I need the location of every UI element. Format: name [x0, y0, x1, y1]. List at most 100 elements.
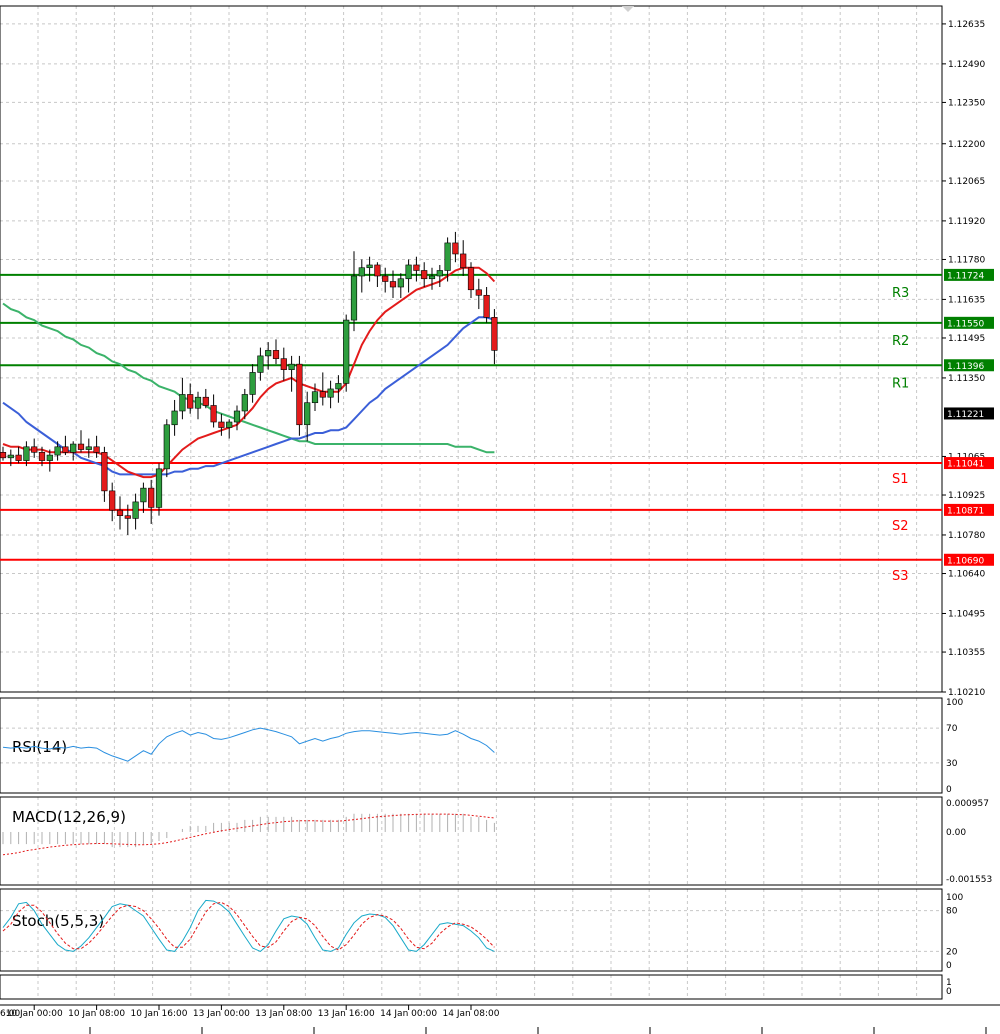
candle-body	[116, 509, 124, 516]
candle	[428, 267, 436, 290]
level-price-tag	[944, 553, 994, 566]
macd-label: MACD(12,26,9)	[12, 808, 126, 826]
candle-body	[350, 275, 358, 321]
candle-body	[374, 264, 381, 277]
candle-body	[140, 487, 147, 503]
y-tick-label: 1.10210	[948, 688, 985, 698]
candle	[187, 383, 194, 414]
candle-body	[382, 275, 389, 282]
pane-frame	[0, 5, 943, 693]
stoch-level-label: 80	[946, 907, 958, 917]
rsi-level-label: 30	[946, 759, 958, 769]
x-tick-label: 13 Jan 00:00	[193, 1009, 250, 1019]
x-tick-label: 6:00	[0, 1009, 20, 1019]
ma-slow-line	[2, 302, 495, 454]
candle-body	[296, 363, 303, 426]
candle	[257, 347, 264, 381]
candle-body	[444, 242, 451, 271]
candle-body	[413, 264, 420, 271]
candle	[124, 504, 131, 535]
shift-marker-icon[interactable]	[622, 6, 634, 12]
rsi-line	[2, 727, 495, 762]
y-tick-label: 1.11920	[948, 217, 985, 227]
candle	[93, 435, 100, 458]
level-price-tag	[944, 268, 994, 281]
candle	[109, 482, 116, 522]
candle-body	[436, 270, 443, 277]
candle-body	[179, 394, 186, 412]
candle-body	[257, 355, 264, 373]
candle	[226, 419, 233, 439]
macd-pane[interactable]: MACD(12,26,9)	[2, 808, 495, 856]
candle	[280, 347, 287, 381]
pane-frame	[0, 796, 943, 886]
candle-body	[319, 391, 326, 398]
y-tick-label: 1.10640	[948, 570, 985, 580]
candle-body	[109, 490, 116, 511]
candle	[366, 256, 373, 282]
candle-body	[241, 394, 248, 412]
stoch-pane[interactable]: Stoch(5,5,3)	[2, 899, 495, 952]
candle	[194, 391, 202, 420]
candle-body	[187, 394, 194, 409]
level-price-label: 1.10690	[947, 556, 984, 566]
candle	[249, 364, 256, 403]
candlesticks	[0, 231, 498, 535]
candle-body	[38, 452, 46, 461]
y-tick-label: 1.11350	[948, 374, 985, 384]
macd-level-label: 0.00	[946, 828, 966, 838]
level-price-tag	[944, 359, 994, 372]
level-price-label: 1.11724	[947, 271, 984, 281]
candle	[272, 339, 280, 365]
ma-mid-line	[2, 316, 495, 476]
level-price-tag	[944, 316, 994, 329]
candle	[77, 430, 85, 453]
level-price-label: 1.10871	[947, 506, 984, 516]
stoch-main-line	[2, 899, 495, 952]
candle	[132, 493, 139, 530]
candle-body	[85, 446, 92, 450]
y-tick-label: 1.11780	[948, 255, 985, 265]
y-tick-label: 1.10925	[948, 491, 985, 501]
candle-body	[7, 454, 14, 459]
candle-body	[226, 421, 233, 428]
candle-body	[327, 388, 334, 398]
candle	[311, 383, 319, 411]
y-tick-label: 1.10780	[948, 531, 985, 541]
candle	[0, 446, 7, 461]
candle-body	[272, 350, 280, 359]
candle	[15, 446, 22, 464]
candle-body	[124, 515, 131, 519]
candle-body	[311, 391, 319, 404]
candle	[148, 479, 155, 524]
candle	[155, 463, 163, 516]
candle-body	[46, 454, 53, 461]
level-price-tag	[944, 503, 994, 516]
candle-body	[397, 278, 404, 288]
candle	[54, 441, 61, 461]
candle	[140, 482, 147, 513]
candle-body	[358, 267, 365, 277]
candle-body	[23, 446, 30, 461]
rsi-level-label: 0	[946, 785, 952, 795]
candle-body	[132, 501, 139, 519]
candle	[171, 399, 178, 436]
candle	[374, 262, 381, 288]
stoch-level-label: 0	[946, 961, 952, 971]
candle	[296, 355, 303, 436]
y-tick-label: 1.12200	[948, 140, 985, 150]
grid-lines	[0, 6, 942, 999]
macd-level-label: 0.000957	[946, 799, 989, 809]
candle	[335, 375, 342, 403]
candle	[265, 342, 272, 370]
candle-body	[343, 319, 350, 384]
candle	[46, 449, 53, 472]
price-pane[interactable]: R3 R2 R1 S1 S2 S3	[0, 231, 942, 584]
rsi-pane[interactable]: RSI(14)	[2, 727, 495, 762]
macd-level-label: -0.001553	[946, 875, 992, 885]
y-tick-label: 1.11495	[948, 334, 985, 344]
candle-body	[265, 350, 272, 357]
pane-frame	[0, 697, 943, 794]
candle	[350, 251, 358, 332]
